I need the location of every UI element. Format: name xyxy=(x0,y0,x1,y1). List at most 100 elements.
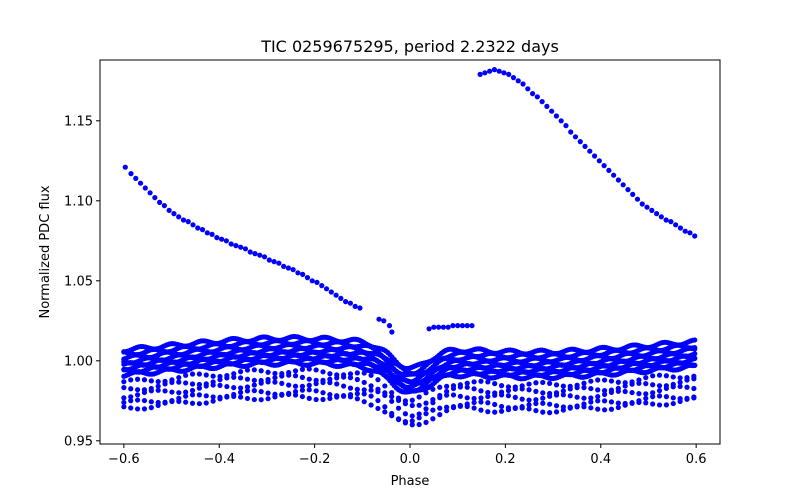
data-point xyxy=(217,396,223,402)
data-point xyxy=(692,346,698,352)
data-point xyxy=(650,394,656,400)
data-point xyxy=(574,385,580,391)
data-point xyxy=(492,392,498,398)
data-point xyxy=(653,211,660,217)
data-point xyxy=(347,300,353,306)
data-point xyxy=(436,324,442,330)
data-point xyxy=(319,283,325,289)
data-point xyxy=(505,387,512,394)
data-point xyxy=(444,408,450,414)
data-point xyxy=(134,376,141,382)
data-point xyxy=(644,204,650,210)
data-point xyxy=(148,399,154,405)
data-point xyxy=(354,396,360,402)
data-point xyxy=(601,163,607,169)
data-point xyxy=(601,387,608,394)
data-point xyxy=(577,139,583,145)
data-point xyxy=(409,397,415,403)
data-point xyxy=(196,392,202,398)
data-point xyxy=(313,396,319,403)
x-tick-label: −0.2 xyxy=(299,452,331,467)
data-point xyxy=(141,377,148,383)
data-point xyxy=(692,351,698,357)
data-point xyxy=(656,388,663,394)
x-tick-label: 0.4 xyxy=(590,452,611,467)
data-point xyxy=(224,375,230,381)
data-point xyxy=(423,411,429,417)
data-point xyxy=(141,406,148,412)
data-point xyxy=(137,180,144,186)
data-point xyxy=(128,386,134,392)
data-point xyxy=(299,383,306,389)
data-point xyxy=(606,167,612,173)
data-point xyxy=(596,158,602,164)
data-point xyxy=(121,379,127,385)
data-point xyxy=(148,378,154,384)
data-point xyxy=(553,409,560,415)
data-point xyxy=(209,231,215,237)
data-point xyxy=(258,397,264,403)
data-point xyxy=(540,379,546,386)
data-point xyxy=(409,418,415,424)
data-point xyxy=(677,379,683,385)
data-point xyxy=(487,68,493,74)
data-point xyxy=(352,303,358,309)
data-point xyxy=(313,388,319,394)
data-point xyxy=(677,375,683,381)
data-point xyxy=(572,134,579,140)
data-point xyxy=(471,405,477,411)
data-point xyxy=(478,407,484,413)
data-point xyxy=(533,400,539,407)
data-point xyxy=(171,211,177,217)
data-point xyxy=(444,383,450,389)
data-point xyxy=(347,385,354,391)
data-point xyxy=(643,400,649,406)
data-point xyxy=(272,394,278,400)
data-point xyxy=(279,373,285,379)
data-point xyxy=(176,398,182,404)
x-tick-label: −0.4 xyxy=(203,452,235,467)
data-point xyxy=(560,407,566,413)
data-point xyxy=(485,389,491,396)
data-point xyxy=(416,421,422,428)
data-point xyxy=(341,383,347,389)
data-point xyxy=(382,383,388,389)
data-point xyxy=(663,373,669,379)
data-point xyxy=(636,391,642,397)
data-point xyxy=(455,323,461,329)
data-point xyxy=(445,324,451,330)
data-point xyxy=(581,404,587,410)
data-point xyxy=(409,422,415,428)
data-point xyxy=(492,401,498,408)
data-point xyxy=(629,389,635,396)
data-point xyxy=(549,108,555,114)
data-point xyxy=(643,375,649,381)
data-point xyxy=(595,406,601,412)
data-point xyxy=(276,260,282,266)
data-point xyxy=(464,380,470,386)
x-tick-label: 0.2 xyxy=(495,452,516,467)
data-point xyxy=(560,388,566,394)
data-point xyxy=(382,404,388,410)
data-point xyxy=(368,402,374,408)
data-point xyxy=(485,379,491,385)
data-point xyxy=(223,238,229,244)
data-point xyxy=(157,199,163,205)
data-point xyxy=(691,376,697,382)
data-point xyxy=(437,395,443,401)
data-point xyxy=(189,392,196,398)
data-point xyxy=(601,377,608,383)
data-point xyxy=(299,374,306,380)
data-point xyxy=(128,377,134,383)
data-point xyxy=(505,393,512,399)
data-point xyxy=(141,397,148,404)
data-point xyxy=(176,379,182,385)
data-point xyxy=(650,382,656,388)
data-point xyxy=(510,75,517,81)
data-point xyxy=(471,379,477,385)
data-point xyxy=(128,405,134,411)
data-point xyxy=(368,372,374,378)
data-point xyxy=(402,411,409,417)
data-point xyxy=(203,383,209,389)
data-point xyxy=(430,416,436,422)
